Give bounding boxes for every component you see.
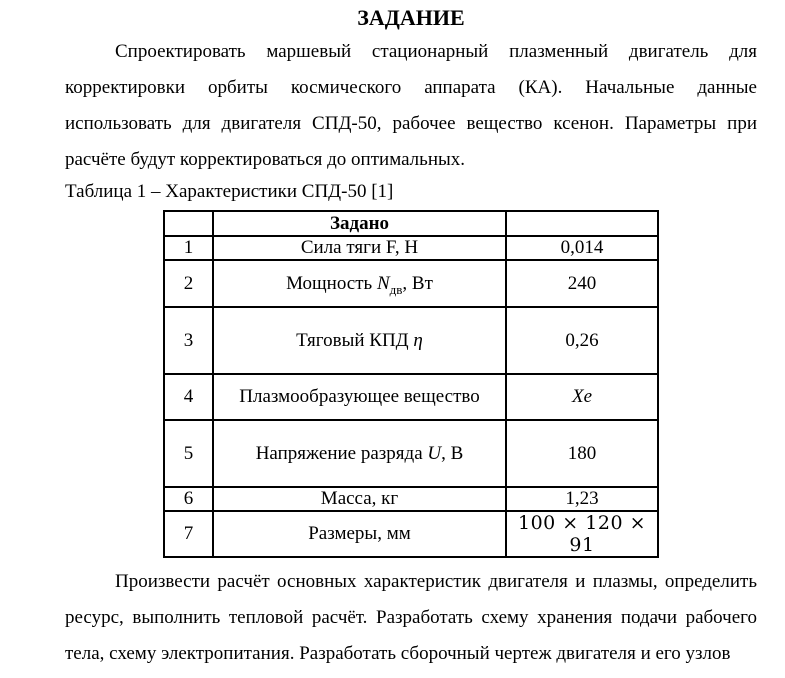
table-row: 7 Размеры, мм 100 × 120 × 91 bbox=[163, 510, 659, 558]
table-row: 3 Тяговый КПД η 0,26 bbox=[163, 306, 659, 375]
row-parameter: Мощность Nдв, Вт bbox=[212, 259, 507, 308]
header-num-cell bbox=[163, 210, 214, 237]
spd50-characteristics-table: Задано 1 Сила тяги F, Н 0,014 2 Мощность… bbox=[163, 210, 659, 558]
table-row: 6 Масса, кг 1,23 bbox=[163, 486, 659, 512]
row-parameter: Плазмообразующее вещество bbox=[212, 373, 507, 421]
table-caption: Таблица 1 – Характеристики СПД-50 [1] bbox=[65, 181, 394, 202]
row-value: 100 × 120 × 91 bbox=[505, 510, 659, 558]
parameter-text: Напряжение разряда bbox=[255, 442, 428, 464]
row-parameter: Размеры, мм bbox=[212, 510, 507, 558]
parameter-variable: η bbox=[413, 329, 423, 351]
row-number: 4 bbox=[163, 373, 214, 421]
page-title: ЗАДАНИЕ bbox=[357, 5, 465, 30]
parameter-variable: U bbox=[427, 442, 442, 464]
parameter-text: Тяговый КПД bbox=[296, 329, 414, 351]
row-parameter: Масса, кг bbox=[212, 486, 507, 512]
row-value: 0,014 bbox=[505, 235, 659, 261]
table-header-row: Задано bbox=[163, 210, 659, 237]
header-value-cell bbox=[505, 210, 659, 237]
parameter-text: , В bbox=[441, 442, 464, 464]
parameter-subscript: дв bbox=[389, 281, 403, 297]
row-number: 6 bbox=[163, 486, 214, 512]
parameter-variable: N bbox=[376, 272, 390, 294]
row-number: 3 bbox=[163, 306, 214, 375]
row-value: Xe bbox=[505, 373, 659, 421]
table-row: 2 Мощность Nдв, Вт 240 bbox=[163, 259, 659, 308]
row-value: 180 bbox=[505, 419, 659, 488]
table-row: 4 Плазмообразующее вещество Xe bbox=[163, 373, 659, 421]
row-number: 7 bbox=[163, 510, 214, 558]
row-value: 1,23 bbox=[505, 486, 659, 512]
row-number: 5 bbox=[163, 419, 214, 488]
row-parameter: Сила тяги F, Н bbox=[212, 235, 507, 261]
table-row: 1 Сила тяги F, Н 0,014 bbox=[163, 235, 659, 261]
row-parameter: Тяговый КПД η bbox=[212, 306, 507, 375]
row-number: 1 bbox=[163, 235, 214, 261]
table-row: 5 Напряжение разряда U, В 180 bbox=[163, 419, 659, 488]
parameter-text: Мощность bbox=[286, 272, 377, 294]
intro-paragraph: Спроектировать маршевый стационарный пла… bbox=[65, 41, 757, 170]
header-label-cell: Задано bbox=[212, 210, 507, 237]
row-value: 240 bbox=[505, 259, 659, 308]
row-number: 2 bbox=[163, 259, 214, 308]
parameter-text: , Вт bbox=[402, 272, 433, 294]
row-parameter: Напряжение разряда U, В bbox=[212, 419, 507, 488]
outro-paragraph: Произвести расчёт основных характеристик… bbox=[65, 571, 757, 664]
row-value: 0,26 bbox=[505, 306, 659, 375]
